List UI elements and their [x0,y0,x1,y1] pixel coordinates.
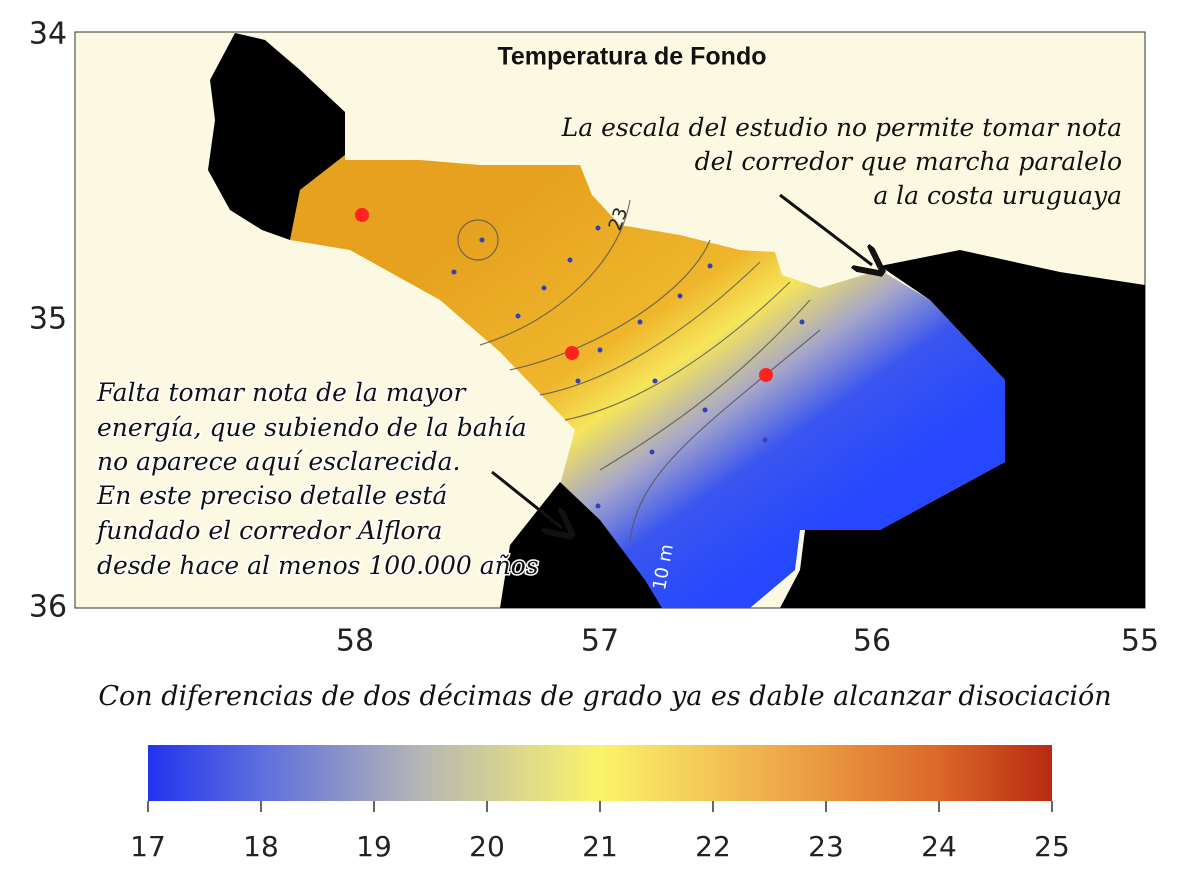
colorbar-ticks: 17 18 19 20 21 22 23 24 25 [130,801,1070,863]
lat-label: 36 [29,590,67,625]
map-title: Temperatura de Fondo [497,43,766,71]
arrow [779,193,872,265]
station [759,368,773,382]
land [208,33,345,240]
colorbar-tick-label: 21 [582,830,618,863]
contours [457,199,821,541]
map: 23 10 m Temperatura de Fondo 34 35 36 58… [29,17,1159,659]
station-dots [451,225,805,509]
colorbar-tick-label: 20 [469,830,505,863]
station [355,208,369,222]
lat-label: 34 [29,17,67,52]
lon-label: 56 [853,624,891,659]
colorbar-tick-label: 25 [1034,830,1070,863]
annotation-line: energía, que subiendo de la bahía [97,413,527,442]
annotation-line: Falta tomar nota de la mayor [96,378,467,407]
lon-label: 57 [581,624,619,659]
annotation-line: del corredor que marcha paralelo [695,147,1122,176]
lon-label: 58 [336,624,374,659]
annotation-line: En este preciso detalle está [96,481,447,510]
colorbar-tick-label: 18 [243,830,279,863]
annotation-right: La escala del estudio no permite tomar n… [561,113,1122,210]
stations [355,208,805,509]
lat-label: 35 [29,302,67,337]
station [565,346,579,360]
colorbar [148,745,1052,801]
annotation-line: fundado el corredor Alflora [95,516,442,545]
colorbar-tick-label: 17 [130,830,166,863]
temperature-field [290,110,1005,608]
annotation-left: Falta tomar nota de la mayor energía, qu… [94,377,541,582]
arrow [491,470,562,528]
annotation-line: desde hace al menos 100.000 años [97,551,539,580]
annotation-line: a la costa uruguaya [873,181,1122,210]
colorbar-tick-label: 24 [921,830,957,863]
colorbar-tick-label: 19 [356,830,392,863]
colorbar-tick-label: 23 [808,830,844,863]
land [500,482,662,608]
colorbar-tick-label: 22 [695,830,731,863]
land [780,250,1145,608]
caption: Con diferencias de dos décimas de grado … [98,681,1111,712]
annotation-line: La escala del estudio no permite tomar n… [561,113,1122,142]
lon-label: 55 [1121,624,1159,659]
annotation-line: no aparece aquí esclarecida. [97,447,460,476]
